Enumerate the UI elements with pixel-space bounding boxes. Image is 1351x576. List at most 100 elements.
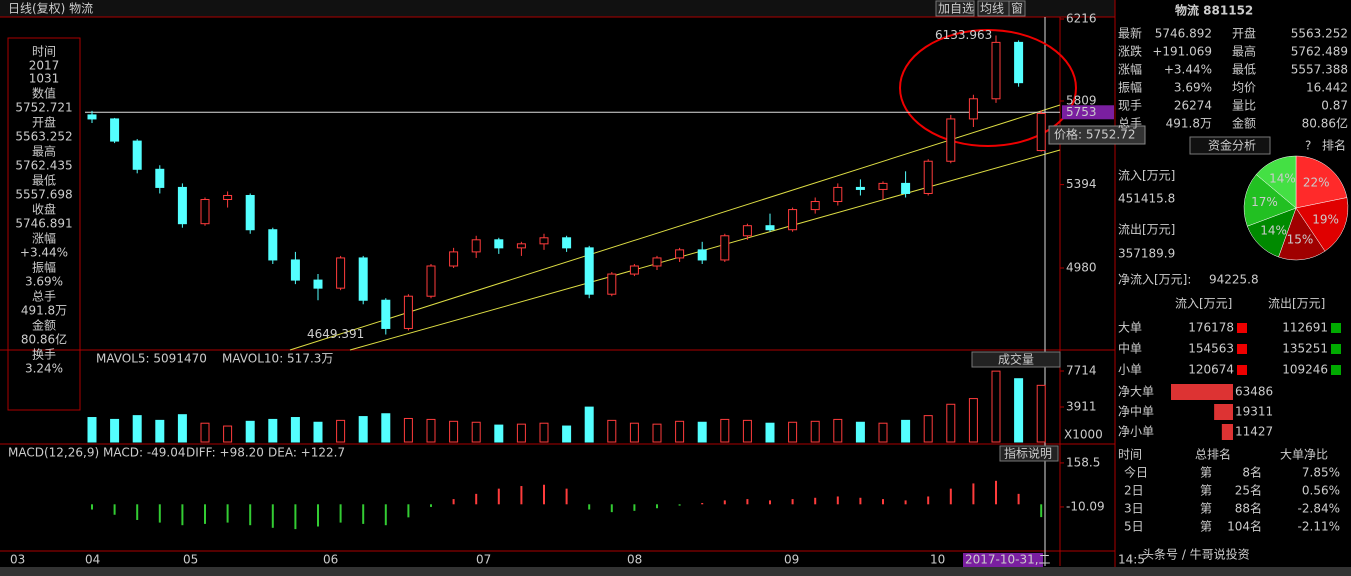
- candle-body: [290, 259, 300, 281]
- candle-body: [697, 249, 707, 261]
- button[interactable]: [1008, 0, 1026, 17]
- volume-bar: [313, 421, 323, 443]
- volume-bar: [697, 421, 707, 443]
- quote-cell: 开盘: [1232, 26, 1256, 41]
- order-in: 120674: [1188, 363, 1234, 377]
- button[interactable]: [999, 445, 1059, 462]
- candle-body: [833, 186, 843, 203]
- quote-cell: +3.44%: [1164, 63, 1212, 77]
- button-label: 窗: [1011, 2, 1023, 16]
- order-label: 中单: [1118, 341, 1142, 356]
- volume-bar: [720, 418, 730, 443]
- flow-label: 流出[万元]: [1118, 223, 1175, 237]
- x-label: 06: [323, 553, 338, 567]
- order-icon: [1331, 365, 1341, 375]
- x-label: 07: [476, 553, 491, 567]
- candle-body: [855, 186, 865, 190]
- flow-value: 94225.8: [1209, 273, 1259, 287]
- candle-body: [675, 249, 685, 259]
- legend: DEA: +122.7: [268, 446, 345, 460]
- candle-body: [1014, 41, 1024, 84]
- price-tag-label: 5753: [1066, 105, 1097, 119]
- order-out: 135251: [1282, 342, 1328, 356]
- info-label: 最高: [32, 144, 56, 159]
- volume-bar: [629, 422, 639, 443]
- rank-header: 大单净比: [1280, 448, 1328, 462]
- volume-bar: [290, 417, 300, 443]
- net-label: 净中单: [1118, 404, 1154, 419]
- info-label: 时间: [32, 45, 56, 59]
- quote-cell: 现手: [1118, 99, 1142, 113]
- candle-body: [968, 98, 978, 120]
- candle-body: [765, 225, 775, 231]
- x-label: 08: [627, 553, 642, 567]
- volume-bar: [494, 424, 504, 443]
- candle-body: [381, 299, 391, 329]
- candle-body: [177, 186, 187, 225]
- volume-bar: [245, 420, 255, 443]
- candle-body: [539, 237, 549, 245]
- candle-body: [810, 201, 820, 211]
- button-label: 加自选: [938, 2, 974, 16]
- highlight-circle: [899, 29, 1077, 147]
- info-value: 5557.698: [15, 188, 72, 202]
- candle-body: [449, 251, 459, 267]
- volume-bar: [449, 420, 459, 443]
- pie-label: 14%: [1269, 171, 1296, 185]
- rank-header: 时间: [1118, 448, 1142, 462]
- candle-body: [720, 235, 730, 261]
- button[interactable]: [935, 0, 975, 17]
- rank-cell: 104名: [1227, 519, 1262, 534]
- info-label: 数值: [32, 86, 56, 101]
- button[interactable]: [971, 351, 1061, 368]
- tab[interactable]: [1189, 136, 1271, 155]
- volume-bar: [742, 419, 752, 443]
- candle-body: [901, 182, 911, 194]
- volume-bar: [426, 418, 436, 443]
- info-value: 5563.252: [15, 130, 72, 144]
- y-tick-label: -10.09: [1066, 499, 1105, 513]
- order-icon: [1331, 323, 1341, 333]
- rank-cell: 第: [1200, 520, 1212, 534]
- rank-cell: 5日: [1124, 520, 1144, 534]
- quote-cell: 最新: [1118, 26, 1142, 41]
- rank-cell: 第: [1200, 466, 1212, 480]
- net-bar: [1214, 404, 1233, 420]
- order-label: 小单: [1118, 363, 1142, 377]
- volume-bar: [268, 418, 278, 443]
- order-icon: [1331, 344, 1341, 354]
- info-value: 5746.891: [15, 217, 72, 231]
- watermark: 头条号 / 牛哥说投资: [1142, 547, 1250, 562]
- volume-bar: [471, 421, 481, 443]
- pie-slice: [1295, 155, 1348, 209]
- x-label: 10: [930, 553, 945, 567]
- info-value: 5752.721: [15, 101, 72, 115]
- volume-bar: [539, 422, 549, 443]
- info-value: 80.86亿: [21, 332, 67, 347]
- volume-bar: [878, 422, 888, 443]
- volume-bar: [584, 406, 594, 443]
- low-label: 4649.391: [307, 327, 364, 341]
- button-label: 均线: [980, 2, 1004, 16]
- order-icon: [1237, 365, 1247, 375]
- rank-header: 总排名: [1195, 447, 1231, 462]
- candle-body: [494, 239, 504, 249]
- quote-cell: 涨幅: [1118, 62, 1142, 77]
- quote-cell: 金额: [1232, 116, 1256, 131]
- net-value: 19311: [1235, 405, 1273, 419]
- y-tick-label: 4980: [1066, 261, 1097, 275]
- candle-body: [652, 257, 662, 267]
- quote-cell: 0.87: [1321, 99, 1348, 113]
- info-label: 总手: [32, 290, 56, 304]
- quote-cell: 26274: [1174, 99, 1212, 113]
- candle-body: [584, 247, 594, 295]
- date-highlight: [963, 553, 1043, 567]
- rank-cell: 0.56%: [1302, 484, 1340, 498]
- volume-bar: [675, 420, 685, 443]
- rank-cell: 3日: [1124, 502, 1144, 516]
- legend: DIFF: +98.20: [186, 446, 264, 460]
- volume-bar: [87, 417, 97, 443]
- unit: X1000: [1064, 428, 1103, 442]
- order-label: 大单: [1118, 321, 1142, 335]
